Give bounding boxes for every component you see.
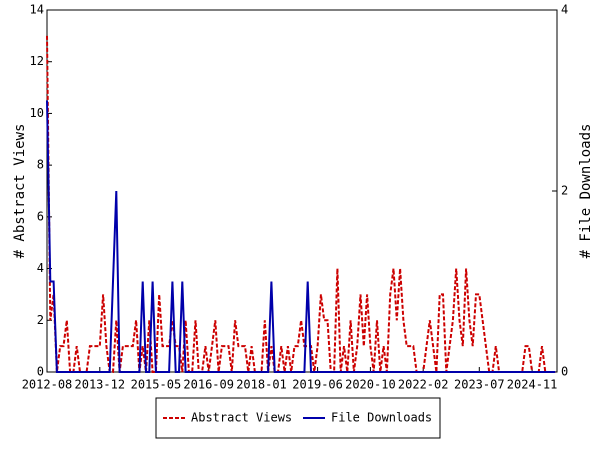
- legend-label: Abstract Views: [191, 411, 292, 425]
- y-tick-label: 0: [37, 365, 44, 379]
- x-tick-label: 2020-10: [345, 378, 396, 392]
- series-line: [46, 35, 556, 373]
- legend-box: [155, 397, 441, 439]
- y-tick-label: 14: [30, 3, 44, 17]
- legend-label: File Downloads: [331, 411, 432, 425]
- x-tick-label: 2024-11: [507, 378, 558, 392]
- x-tick-label: 2023-07: [454, 378, 505, 392]
- y-tick-label: 10: [30, 106, 44, 120]
- y2-tick-label: 4: [561, 3, 568, 17]
- y2-tick-label: 0: [561, 365, 568, 379]
- y-tick-label: 2: [37, 313, 44, 327]
- y2-axis-label: # File Downloads: [578, 124, 594, 259]
- y-tick-label: 8: [37, 158, 44, 172]
- y2-tick-label: 2: [561, 184, 568, 198]
- y-tick-label: 4: [37, 261, 44, 275]
- x-tick-label: 2013-12: [75, 378, 126, 392]
- x-tick-label: 2019-06: [292, 378, 343, 392]
- x-tick-label: 2022-02: [398, 378, 449, 392]
- y-tick-label: 12: [30, 54, 44, 68]
- x-tick-label: 2015-05: [131, 378, 182, 392]
- x-tick-label: 2012-08: [22, 378, 73, 392]
- x-tick-label: 2018-01: [236, 378, 287, 392]
- series-line: [46, 100, 556, 373]
- x-tick-label: 2016-09: [183, 378, 234, 392]
- y-axis-label: # Abstract Views: [12, 124, 28, 259]
- y-tick-label: 6: [37, 209, 44, 223]
- plot-frame: [46, 9, 558, 373]
